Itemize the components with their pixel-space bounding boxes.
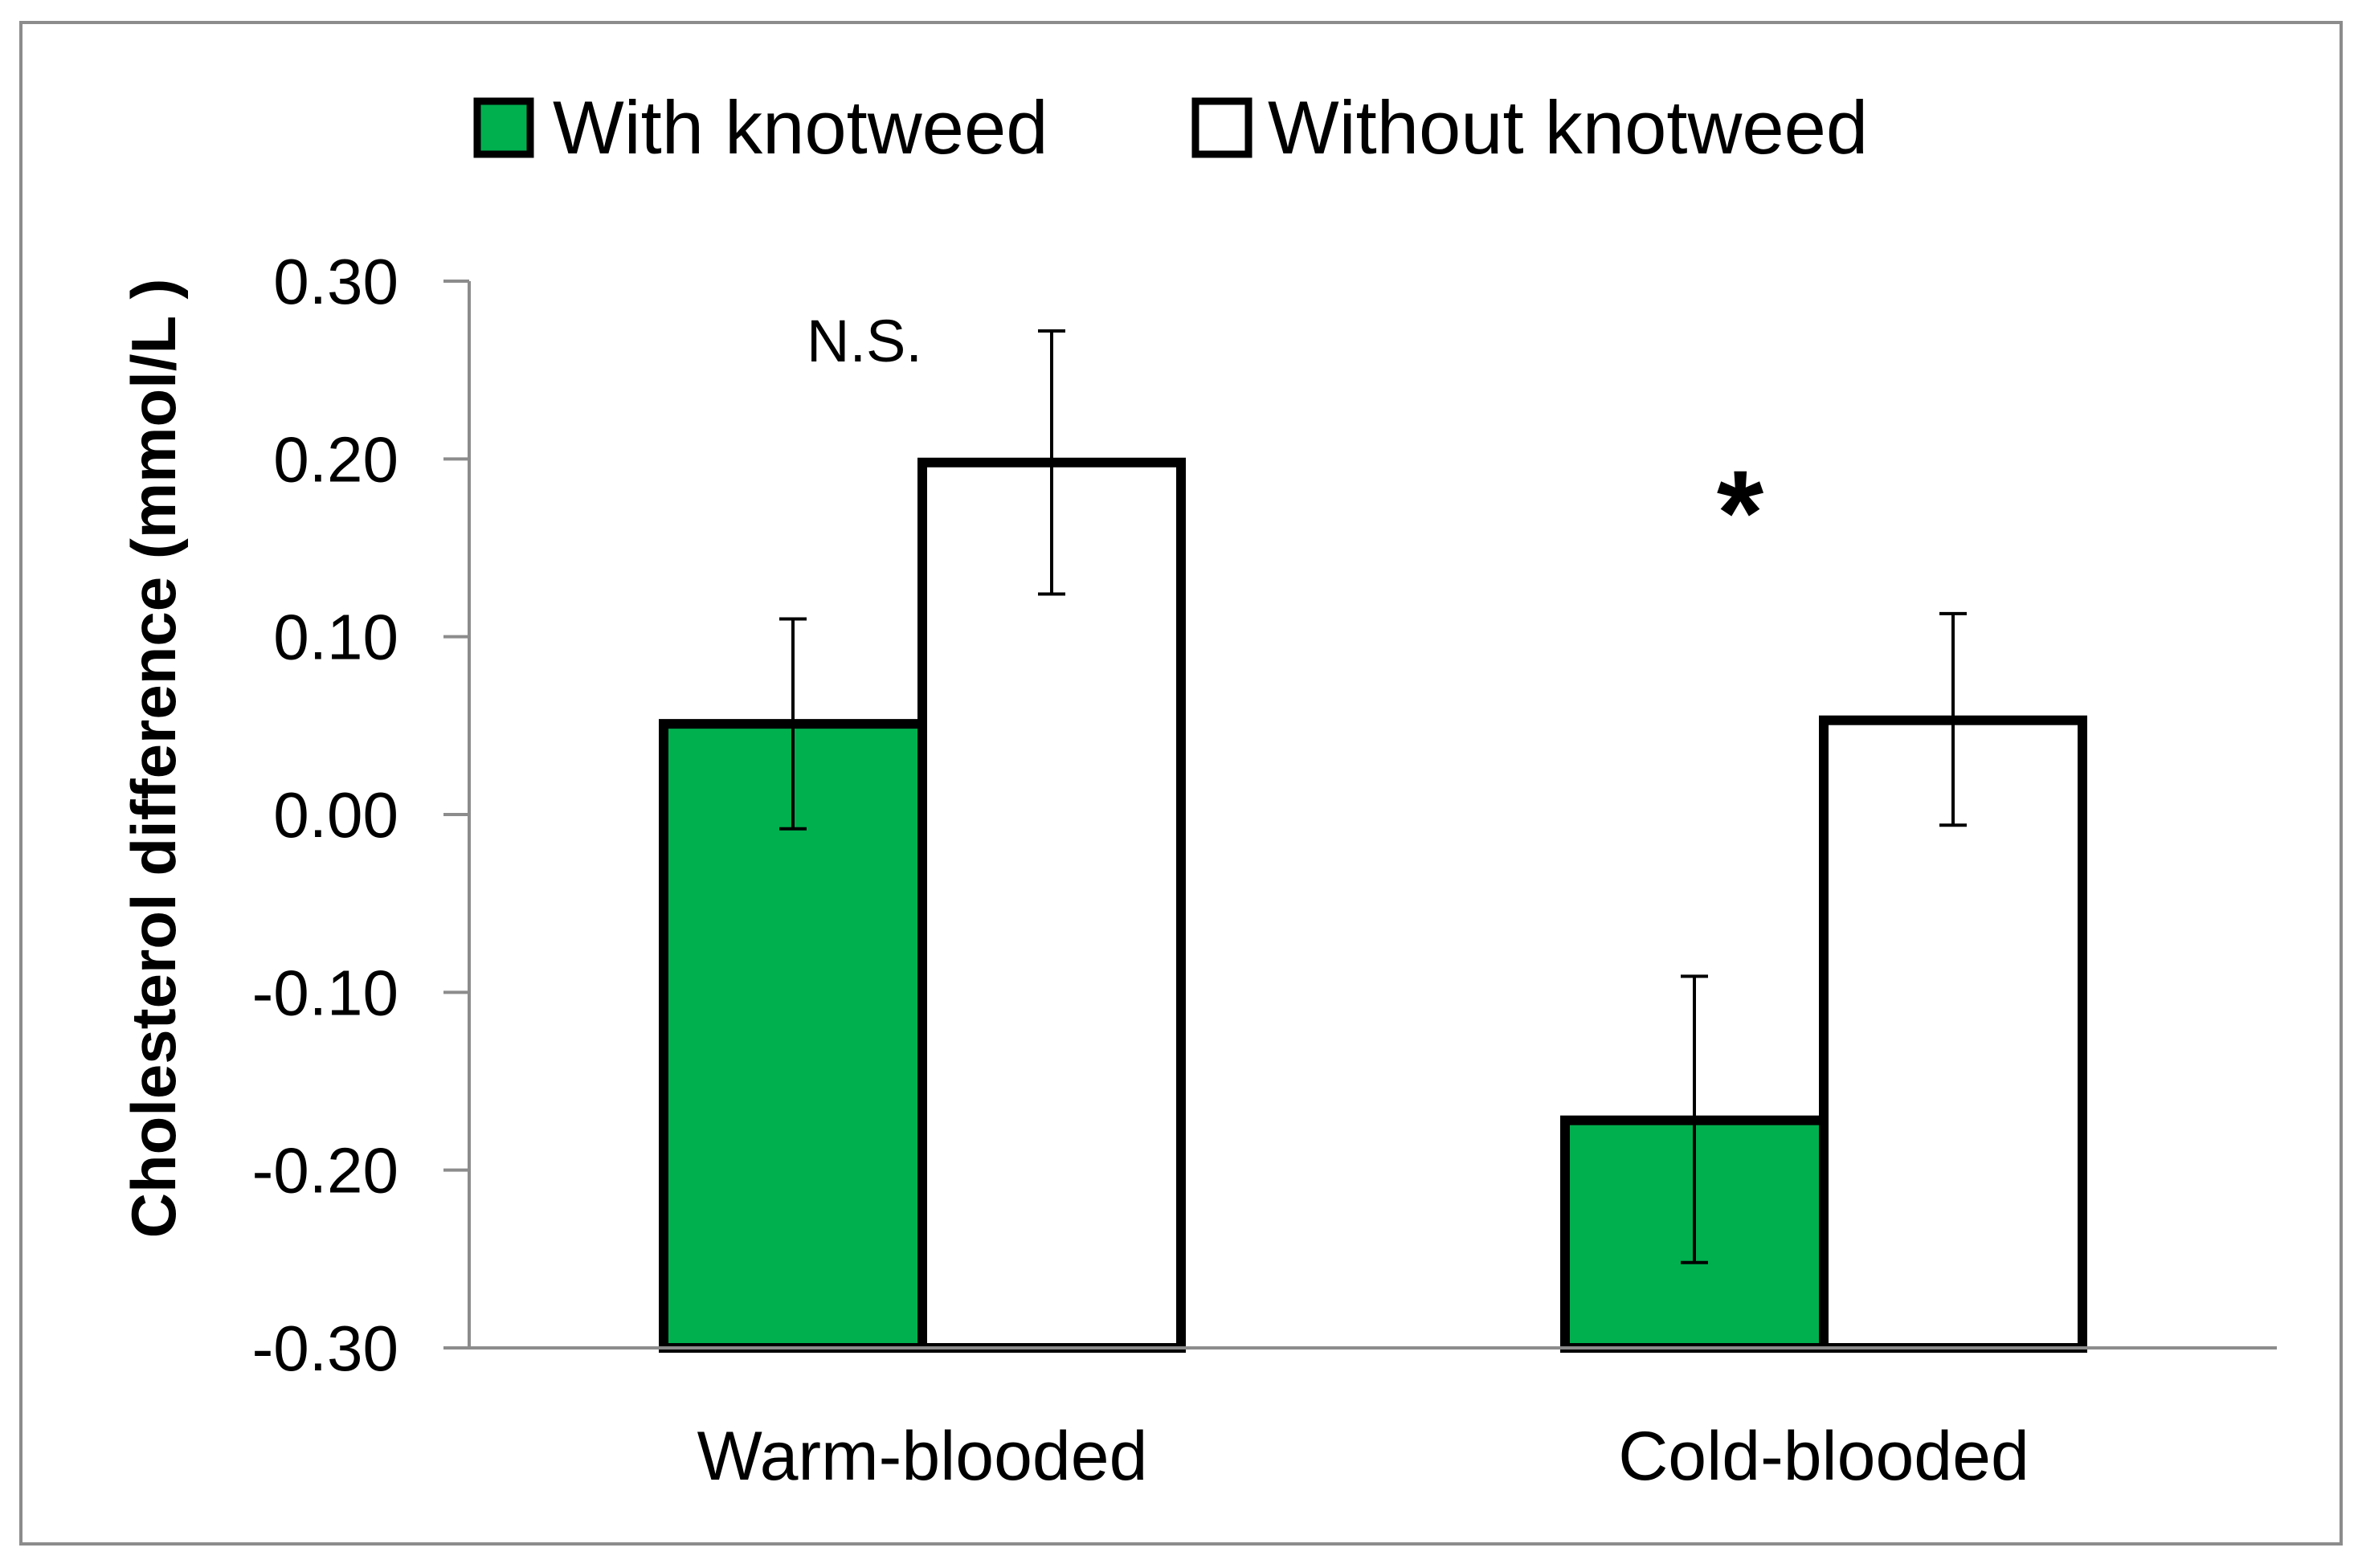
y-tick-label: -0.20 — [252, 1135, 398, 1207]
legend-swatch-with-knotweed — [473, 97, 534, 158]
y-tick-label: -0.30 — [252, 1313, 398, 1384]
x-axis: Warm-blooded Cold-blooded — [443, 1346, 2277, 1495]
y-tick-label: 0.00 — [273, 779, 398, 851]
legend: With knotweed Without knotweed — [473, 85, 1868, 169]
y-tick-label: 0.30 — [273, 246, 398, 317]
y-tick-label: 0.20 — [273, 423, 398, 495]
legend-swatch-without-knotweed — [1191, 97, 1253, 158]
x-category-label: Warm-blooded — [697, 1418, 1148, 1495]
annotation-cold-blooded: * — [1717, 445, 1764, 580]
annotations: N.S. * — [807, 308, 1764, 580]
legend-item-without-knotweed[interactable]: Without knotweed — [1191, 85, 1868, 169]
bars — [659, 457, 2087, 1354]
legend-label-with-knotweed: With knotweed — [553, 85, 1048, 169]
annotation-warm-blooded: N.S. — [807, 308, 922, 374]
y-tick-label: 0.10 — [273, 602, 398, 673]
error-bars — [779, 329, 1967, 1264]
y-axis-title: Cholesterol difference (mmol/L ) — [118, 279, 189, 1239]
x-category-label: Cold-blooded — [1618, 1418, 2029, 1495]
legend-label-without-knotweed: Without knotweed — [1268, 85, 1868, 169]
y-axis: 0.30 0.20 0.10 0.00 -0.10 -0.20 -0.30 — [252, 246, 471, 1384]
legend-item-with-knotweed[interactable]: With knotweed — [473, 85, 1048, 169]
y-tick-label: -0.10 — [252, 957, 398, 1028]
